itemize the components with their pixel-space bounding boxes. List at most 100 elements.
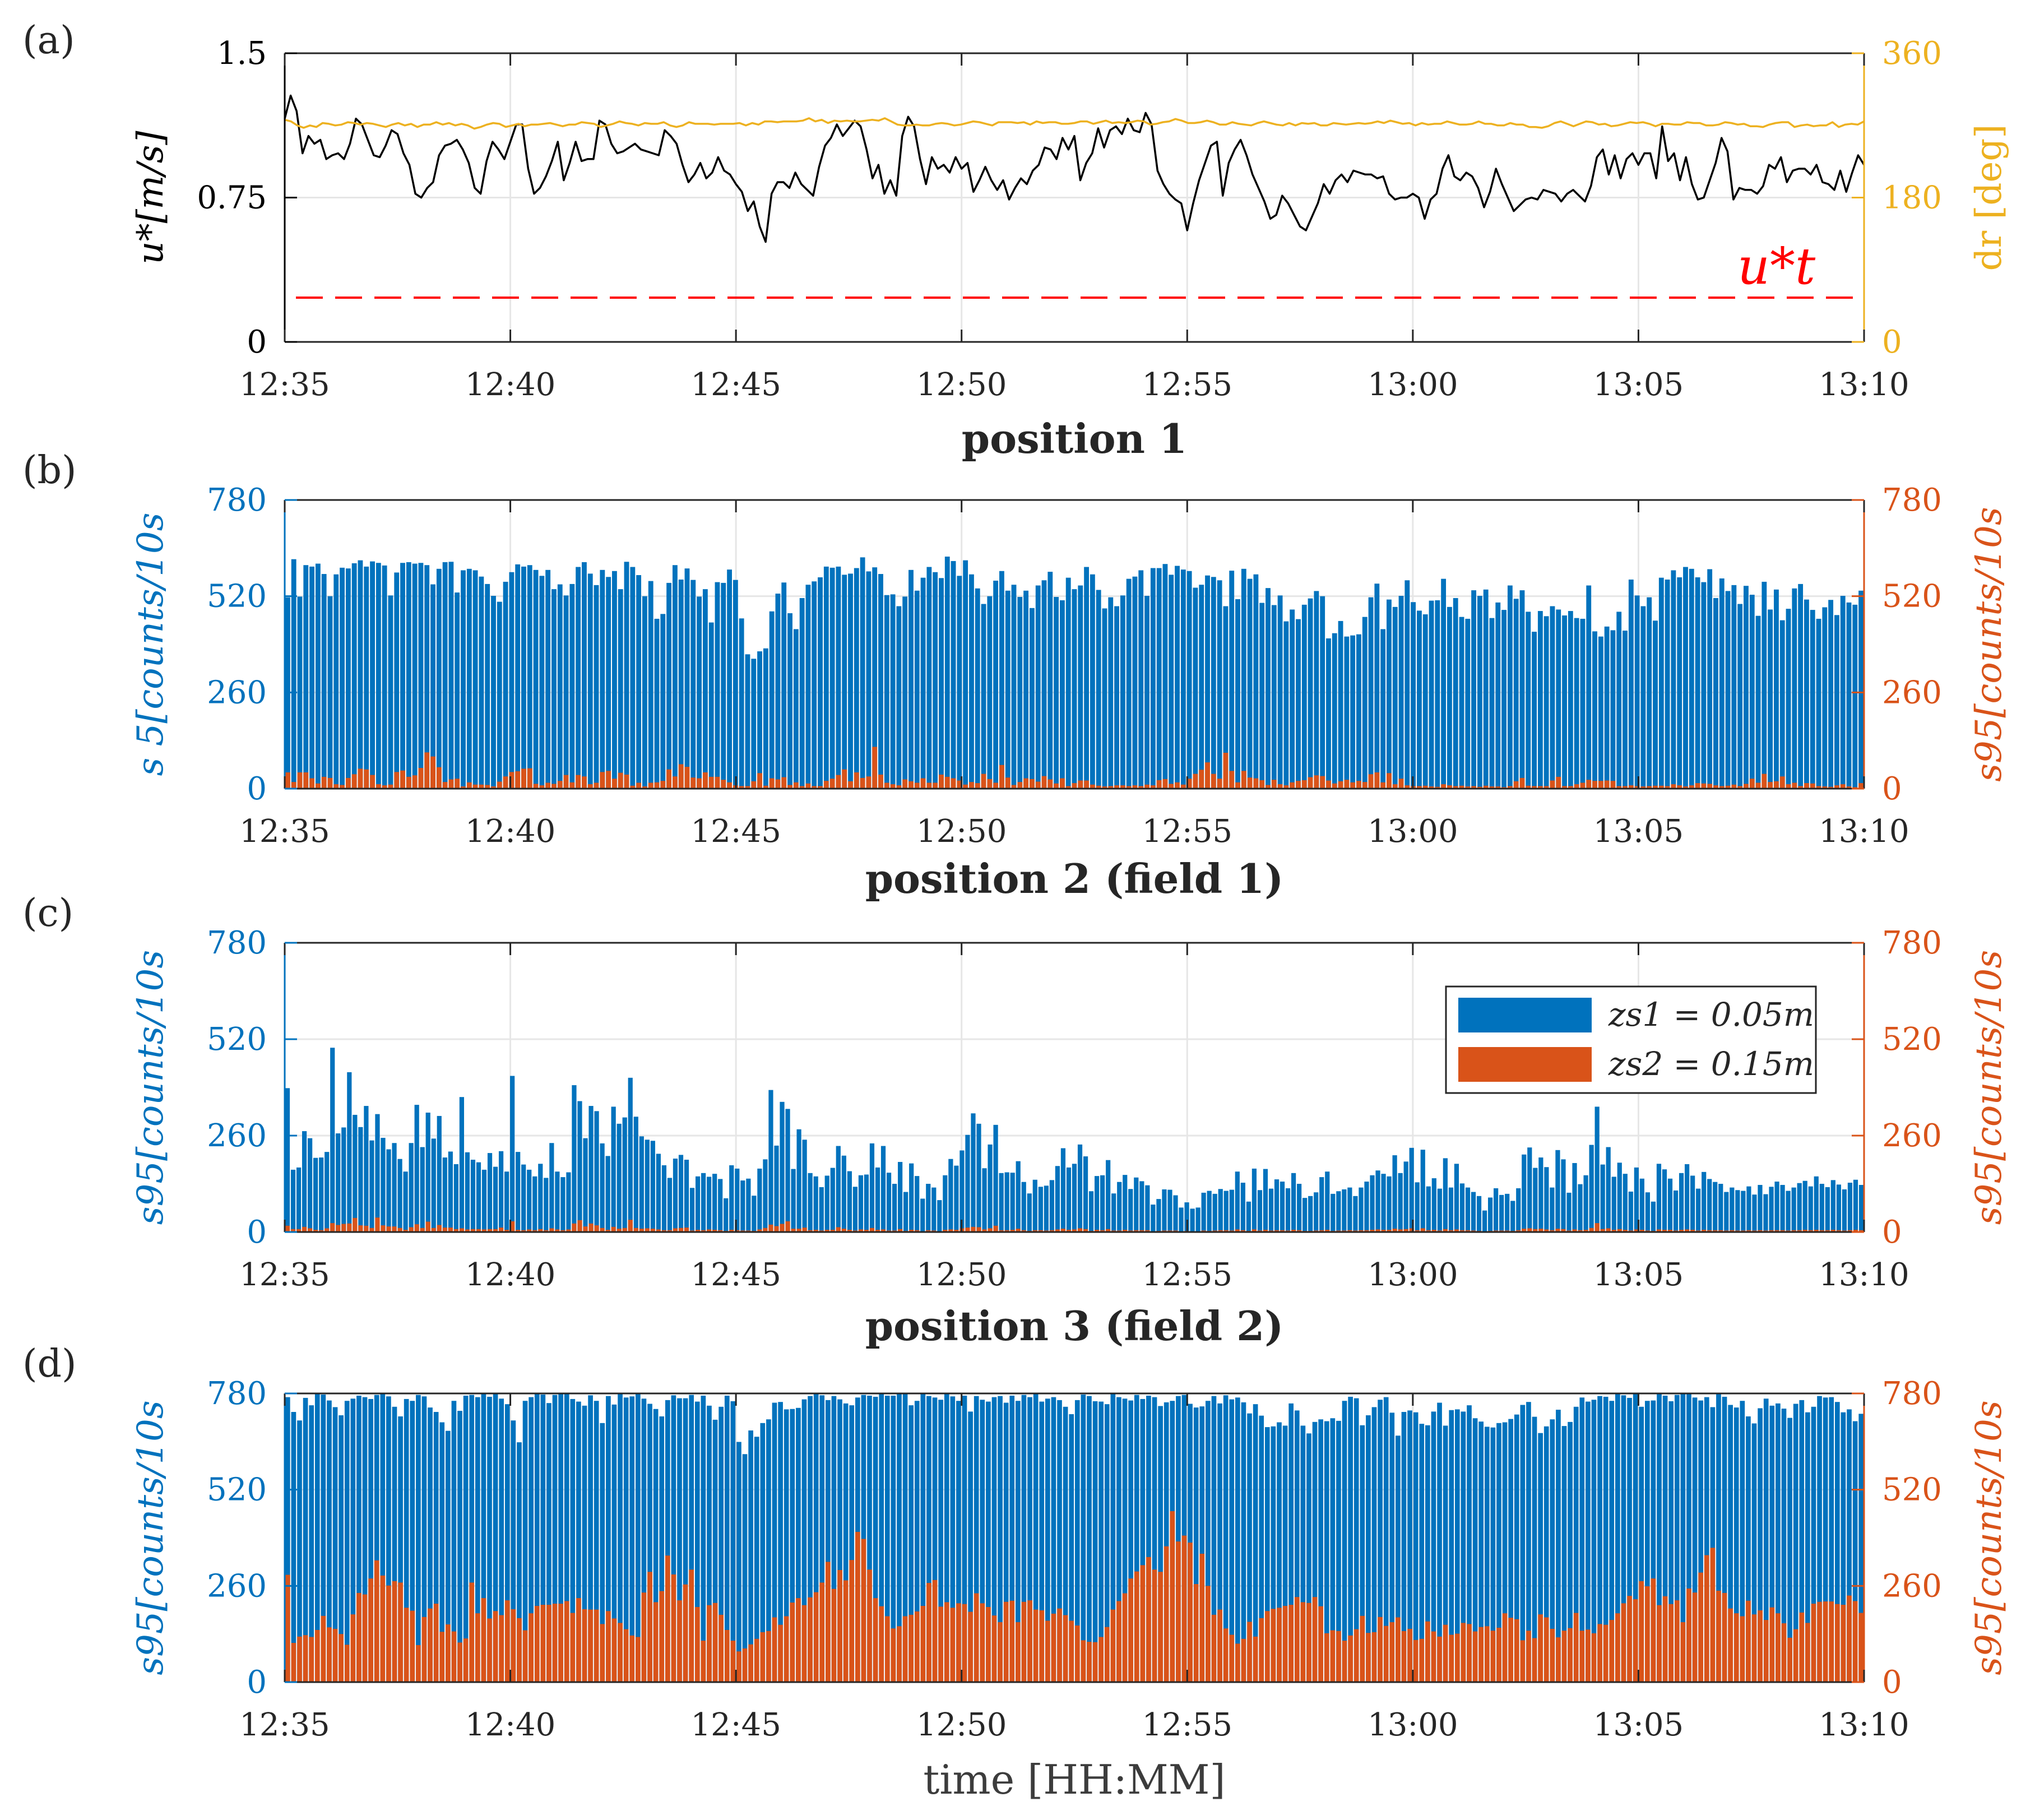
bar-zs2 — [1690, 1230, 1695, 1232]
bar-zs2 — [1774, 1230, 1779, 1232]
x-tick-label: 12:50 — [916, 813, 1007, 850]
bar-zs1 — [1429, 600, 1434, 789]
bar-zs1 — [569, 583, 575, 789]
bar-zs2 — [1387, 1230, 1392, 1232]
bar-zs2 — [796, 1229, 801, 1232]
bar-zs2 — [1359, 1230, 1364, 1232]
bar-zs1 — [412, 563, 418, 789]
bar-zs1 — [830, 1168, 835, 1232]
bar-zs2 — [1514, 1619, 1519, 1682]
bar-zs2 — [1817, 1601, 1822, 1682]
bar-zs2 — [487, 1618, 492, 1682]
bar-zs2 — [1755, 782, 1761, 789]
bar-zs1 — [937, 1200, 942, 1232]
bar-zs1 — [982, 1168, 987, 1232]
bar-zs2 — [898, 1229, 903, 1232]
bar-zs2 — [1537, 786, 1543, 789]
bar-zs2 — [1312, 1597, 1318, 1682]
bar-zs1 — [375, 1114, 380, 1232]
y-tick-label-right: 260 — [1882, 1568, 1942, 1604]
bar-zs1 — [1092, 1401, 1098, 1682]
bar-zs2 — [481, 1598, 486, 1682]
bar-zs1 — [760, 1423, 766, 1682]
bar-zs2 — [448, 1228, 453, 1232]
bar-zs1 — [1114, 606, 1119, 789]
bar-zs1 — [778, 1402, 783, 1682]
bar-zs1 — [665, 1400, 670, 1682]
bar-zs2 — [639, 1229, 644, 1232]
bar-zs2 — [982, 1229, 987, 1232]
y-tick-label-right: 0 — [1882, 1214, 1902, 1251]
bar-zs1 — [1173, 1195, 1178, 1232]
y-tick-label-left: 260 — [207, 1118, 267, 1154]
bar-zs2 — [1029, 779, 1035, 789]
bar-zs1 — [616, 1123, 622, 1232]
bar-zs1 — [957, 576, 962, 789]
bar-zs1 — [386, 1149, 391, 1232]
bar-zs1 — [1556, 1410, 1561, 1682]
bar-zs1 — [1055, 1166, 1060, 1232]
bar-zs1 — [388, 595, 393, 789]
bar-zs1 — [896, 606, 902, 789]
bar-zs2 — [1051, 1613, 1056, 1682]
bar-zs2 — [1378, 1617, 1383, 1682]
bar-zs1 — [739, 618, 744, 789]
bar-zs1 — [1437, 1402, 1442, 1682]
y-tick-label-right: 260 — [1882, 1118, 1942, 1154]
bar-zs1 — [1741, 1191, 1746, 1232]
bar-zs1 — [981, 604, 986, 789]
bar-zs1 — [898, 1161, 903, 1232]
bar-zs1 — [344, 1401, 350, 1682]
bar-zs2 — [1139, 1230, 1144, 1232]
bar-zs2 — [475, 1613, 480, 1682]
bar-zs2 — [1591, 1633, 1597, 1682]
bar-zs1 — [1550, 606, 1555, 789]
bar-zs1 — [1798, 583, 1804, 789]
bar-zs1 — [884, 595, 889, 789]
bar-zs1 — [1291, 1173, 1296, 1232]
bar-zs2 — [436, 767, 442, 789]
bar-zs2 — [1594, 1223, 1600, 1232]
bar-zs2 — [1360, 1615, 1365, 1682]
bar-zs1 — [784, 1409, 789, 1682]
bar-zs1 — [915, 1176, 920, 1232]
bar-zs2 — [476, 1229, 481, 1232]
bar-zs2 — [999, 1230, 1004, 1232]
bar-zs2 — [1572, 1229, 1577, 1232]
bar-zs2 — [1829, 1601, 1834, 1682]
bar-zs1 — [1140, 1398, 1146, 1682]
bar-zs1 — [1628, 579, 1634, 789]
bar-zs1 — [1825, 1187, 1830, 1232]
bar-zs2 — [745, 786, 750, 789]
bar-zs2 — [684, 1228, 689, 1232]
bar-zs2 — [303, 1635, 308, 1682]
bar-zs1 — [303, 565, 309, 789]
bar-zs1 — [356, 1395, 361, 1682]
panel-label: (a) — [22, 18, 75, 63]
bar-zs1 — [1603, 1396, 1608, 1682]
bar-zs2 — [1847, 1595, 1852, 1682]
bar-zs2 — [1223, 1230, 1229, 1232]
bar-zs1 — [330, 1048, 335, 1232]
bar-zs1 — [382, 565, 387, 789]
bar-zs2 — [1609, 1620, 1615, 1682]
bar-zs1 — [1096, 590, 1101, 789]
bar-zs1 — [1526, 612, 1531, 789]
bar-zs2 — [386, 1585, 391, 1682]
bar-zs2 — [1314, 775, 1319, 789]
bar-zs1 — [1538, 1433, 1543, 1682]
bar-zs1 — [1176, 1396, 1181, 1682]
bar-zs1 — [1063, 1406, 1068, 1682]
bar-zs2 — [376, 784, 381, 789]
bar-zs2 — [729, 1230, 734, 1232]
bar-zs2 — [416, 1645, 421, 1682]
y-tick-label-left: 780 — [207, 482, 267, 518]
bar-zs1 — [852, 1187, 857, 1232]
bar-zs1 — [1169, 575, 1174, 789]
bar-zs1 — [533, 569, 539, 789]
bar-zs1 — [403, 1171, 408, 1232]
bar-zs2 — [1126, 786, 1132, 789]
bar-zs1 — [1108, 597, 1114, 789]
bar-zs1 — [1100, 1175, 1105, 1232]
